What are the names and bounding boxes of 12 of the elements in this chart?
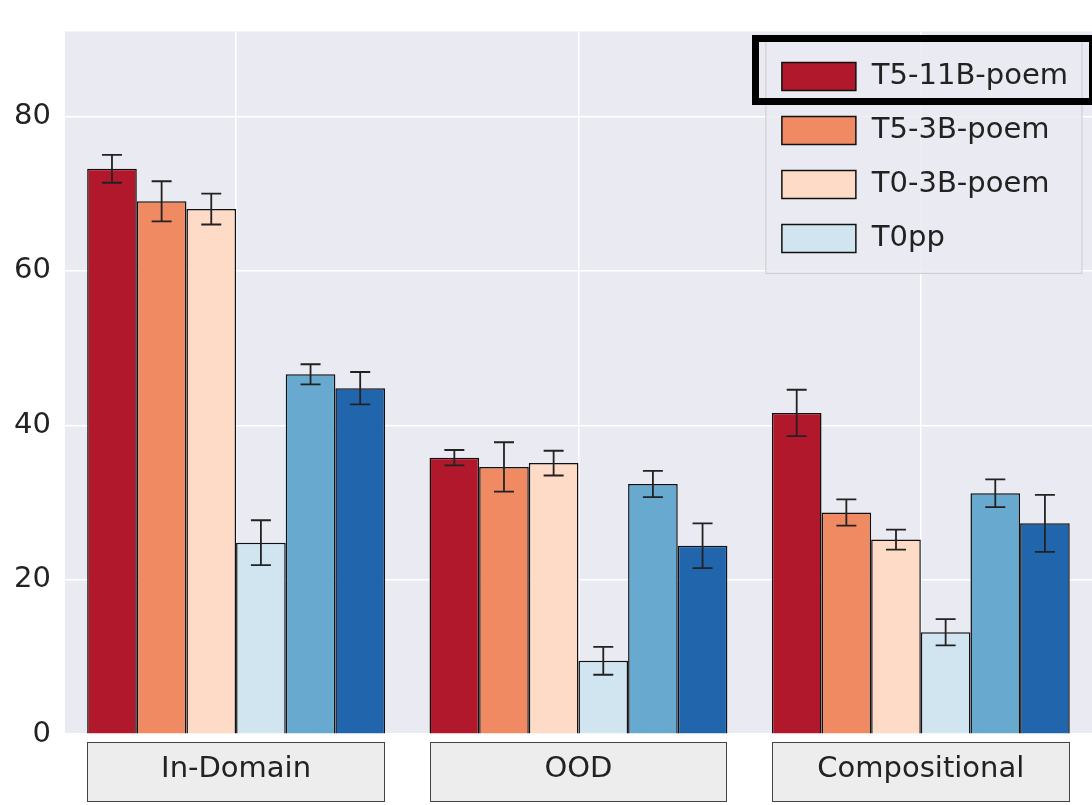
y-tick-label: 60 xyxy=(14,251,51,286)
x-tick-label: OOD xyxy=(544,750,613,785)
legend-label: T5-3B-poem xyxy=(870,110,1050,145)
legend-label: T5-11B-poem xyxy=(870,56,1069,91)
legend-label: T0-3B-poem xyxy=(870,164,1050,199)
y-tick-label: 0 xyxy=(32,714,51,749)
x-tick-label: In-Domain xyxy=(161,750,312,785)
legend-label: T0pp xyxy=(870,218,945,253)
y-tick-label: 40 xyxy=(14,405,51,440)
y-tick-label: 20 xyxy=(14,560,51,595)
y-tick-label: 80 xyxy=(14,96,51,131)
x-tick-label: Compositional xyxy=(817,750,1025,785)
